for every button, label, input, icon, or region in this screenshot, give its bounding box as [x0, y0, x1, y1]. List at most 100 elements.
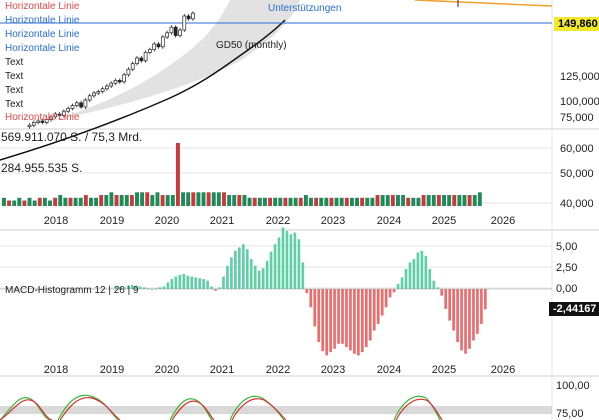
- macd-bar: [230, 257, 233, 289]
- candle-body: [53, 113, 58, 118]
- volume-bar: [186, 192, 191, 206]
- volume-bar: [175, 143, 180, 206]
- volume-bar: [88, 197, 93, 206]
- volume-bar: [477, 192, 482, 206]
- macd-bar: [178, 274, 182, 289]
- macd-bar: [285, 230, 289, 289]
- macd-bar: [484, 289, 487, 310]
- x-tick-label: 2022: [265, 215, 291, 227]
- macd-bar: [476, 289, 479, 334]
- volume-bar: [83, 195, 88, 206]
- volume-bar: [319, 197, 324, 206]
- candle-body: [165, 32, 169, 38]
- macd-bar: [277, 237, 281, 289]
- volume-bar: [355, 197, 359, 206]
- candle-body: [44, 119, 49, 123]
- volume-bar: [232, 195, 237, 206]
- macd-bar: [166, 282, 170, 289]
- x-tick-label: 2018: [43, 364, 69, 376]
- candle-body: [139, 57, 144, 62]
- volume-bar: [273, 197, 278, 206]
- macd-bar: [289, 234, 293, 289]
- volume-bar: [262, 197, 267, 206]
- x-tick-label: 2026: [490, 364, 516, 376]
- macd-bar: [142, 287, 146, 289]
- macd-bar: [424, 255, 428, 289]
- macd-bar: [198, 278, 201, 289]
- candle-body: [74, 102, 79, 106]
- volume-bar: [431, 195, 436, 206]
- macd-bar: [420, 250, 424, 289]
- x-tick-label: 2023: [320, 364, 346, 376]
- volume-bar: [12, 200, 17, 206]
- macd-bar: [297, 239, 301, 289]
- macd-bar: [416, 252, 420, 289]
- macd-bar: [265, 260, 269, 289]
- macd-bar: [460, 289, 463, 351]
- volume-bar: [370, 197, 375, 206]
- volume-bar: [278, 197, 283, 206]
- macd-bar: [357, 289, 360, 356]
- volume-bar: [339, 197, 344, 206]
- candle-body: [148, 49, 152, 53]
- volume-bar: [252, 197, 257, 206]
- volume-bar: [436, 195, 441, 206]
- macd-bar: [257, 270, 261, 289]
- macd-bar: [158, 287, 162, 289]
- unterstuetzungen-label: Unterstützungen: [268, 3, 342, 14]
- volume-bar: [124, 195, 129, 206]
- volume-bar: [442, 195, 446, 206]
- candle-body: [57, 113, 62, 116]
- volume-bar: [375, 195, 380, 206]
- macd-bar: [226, 265, 229, 289]
- macd-bar: [444, 289, 448, 309]
- volume-bar: [344, 197, 349, 206]
- macd-bar: [186, 275, 190, 289]
- volume-bar: [27, 197, 32, 206]
- volume-bar: [104, 195, 109, 206]
- macd-bar: [368, 289, 372, 341]
- legend-item: Horizontale Linie: [5, 112, 80, 123]
- macd-bar: [210, 286, 213, 289]
- macd-bar: [361, 289, 364, 353]
- volume-bar: [467, 195, 472, 206]
- volume-bar: [360, 197, 365, 206]
- stoch-tick-75: 75,00: [556, 408, 584, 420]
- price-tick-100: 100,000: [560, 96, 599, 108]
- volume-bar: [309, 197, 313, 206]
- x-tick-label: 2025: [431, 215, 457, 227]
- candle-body: [96, 91, 101, 94]
- volume-bar: [298, 197, 303, 206]
- candle-body: [83, 99, 88, 108]
- macd-bar: [376, 289, 380, 324]
- volume-bar: [140, 192, 145, 206]
- volume-bar: [32, 200, 37, 206]
- candle-body: [135, 57, 139, 64]
- volume-bar: [145, 192, 150, 206]
- x-tick-label: 2021: [209, 215, 235, 227]
- x-tick-label: 2020: [154, 215, 180, 227]
- macd-bar: [126, 285, 130, 289]
- candle-body: [122, 74, 126, 83]
- x-tick-label: 2021: [209, 364, 235, 376]
- macd-bar: [174, 276, 178, 289]
- candle-body: [178, 29, 182, 36]
- macd-bar: [329, 289, 332, 353]
- macd-bar: [261, 268, 265, 289]
- macd-bar: [206, 280, 209, 289]
- volume-bar: [222, 192, 226, 206]
- stoch-d-line: [0, 396, 443, 420]
- x-tick-label: 2023: [320, 215, 346, 227]
- candle-body: [27, 124, 32, 128]
- volume-bar: [283, 197, 288, 206]
- volume-bar: [457, 195, 462, 206]
- macd-bar: [190, 276, 194, 289]
- x-tick-label: 2022: [265, 364, 291, 376]
- volume-bar: [63, 197, 68, 206]
- macd-bar: [115, 287, 118, 289]
- macd-bar: [281, 227, 285, 289]
- volume-max-label: 569.911.070 S. / 75,3 Mrd.: [1, 130, 143, 144]
- candle-body: [113, 80, 118, 84]
- gd50-line: [0, 19, 286, 161]
